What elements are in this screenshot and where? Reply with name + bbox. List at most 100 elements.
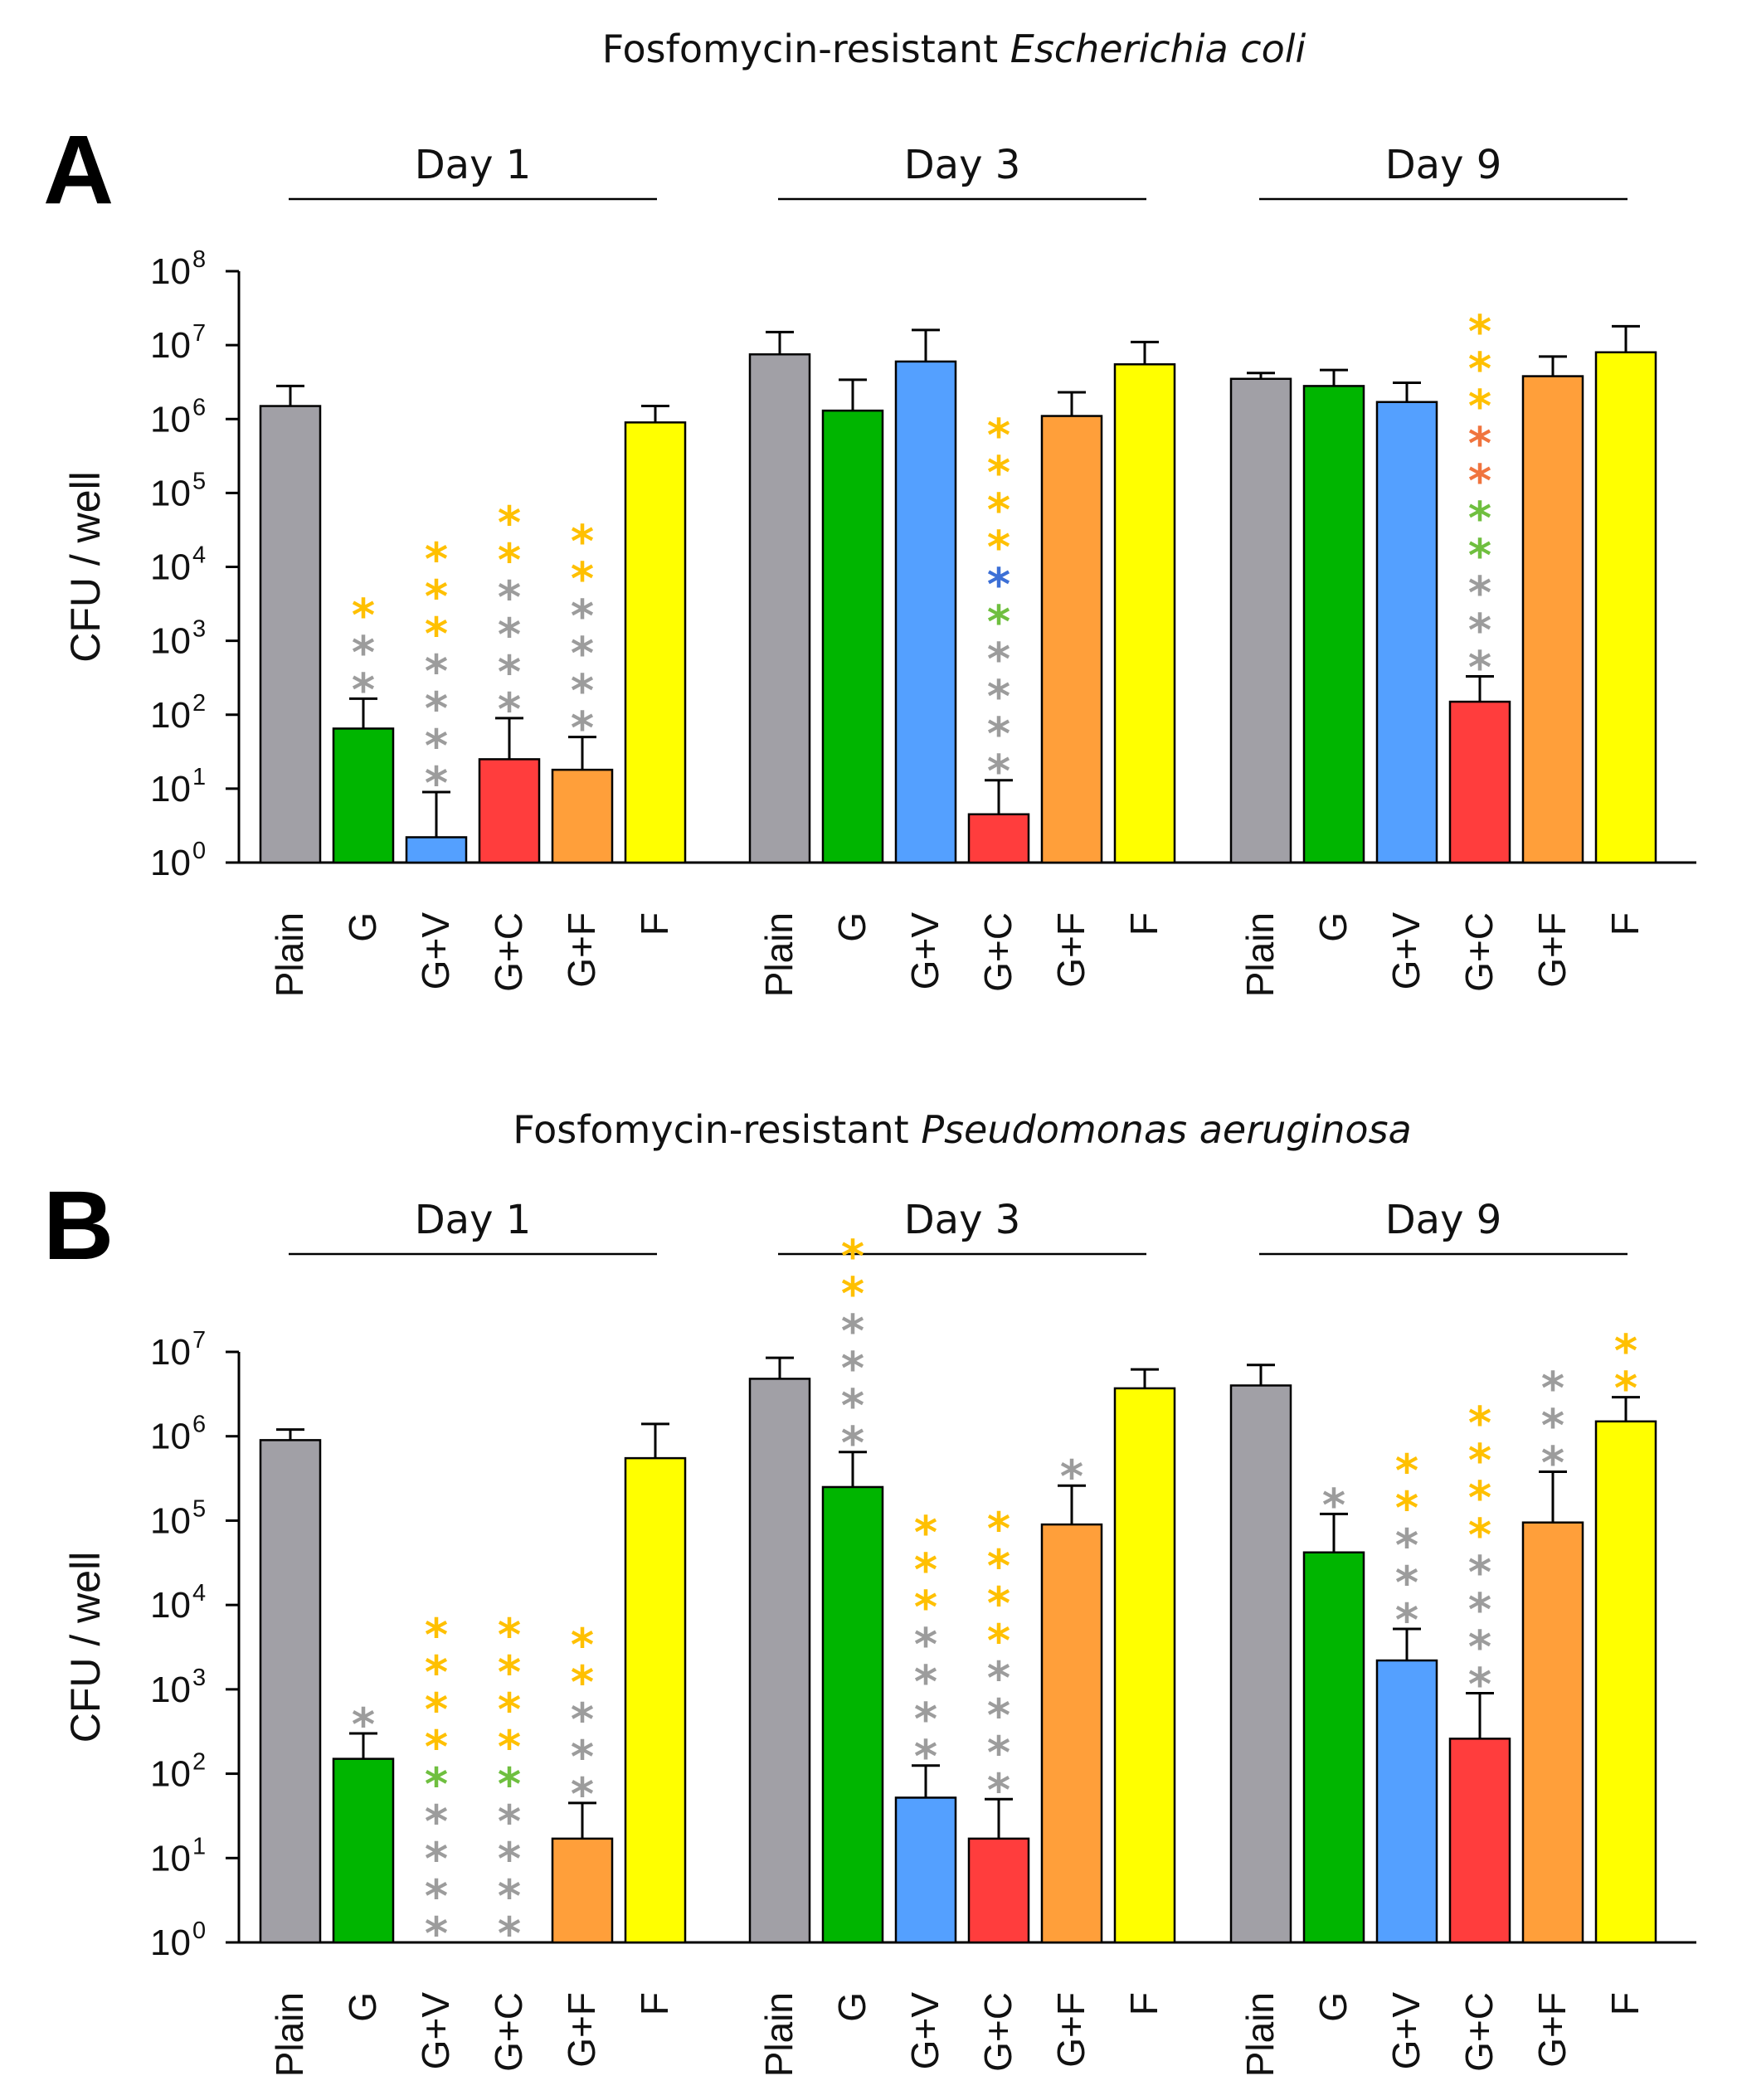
significance-star: * [1395, 1594, 1418, 1646]
panel-letter: B [43, 1171, 114, 1281]
significance-star: * [1614, 1363, 1637, 1415]
bar-g-f [1040, 415, 1103, 864]
significance-star: * [571, 1731, 594, 1783]
significance-star: * [498, 1908, 521, 1960]
category-label: Plain [757, 912, 800, 997]
bar-g [1302, 385, 1365, 864]
bar-g [1302, 1551, 1365, 1944]
panel-letter: A [43, 115, 114, 225]
bar-f [1594, 351, 1657, 864]
significance-star: * [1468, 1659, 1491, 1711]
significance-star: * [425, 1908, 448, 1960]
significance-star: * [987, 484, 1010, 537]
significance-star: * [425, 571, 448, 623]
category-label: G+V [414, 912, 457, 990]
chart-title-species: Pseudomonas aeruginosa [921, 1107, 1411, 1152]
category-label: Plain [268, 912, 311, 997]
category-label: G+F [1049, 1992, 1092, 2068]
category-label: Plain [757, 1992, 800, 2077]
significance-star: * [1322, 1479, 1345, 1531]
day-label: Day 1 [415, 142, 532, 188]
significance-star: * [425, 608, 448, 660]
category-label: G [830, 912, 873, 942]
category-label: G+V [414, 1992, 457, 2070]
significance-star: * [498, 1796, 521, 1848]
bar-g-v [894, 360, 957, 864]
bar-g-f [551, 1837, 614, 1944]
category-label: F [1603, 1992, 1647, 2015]
significance-star: * [914, 1507, 937, 1559]
bar-g-c [478, 758, 541, 864]
y-tick-exponent: 6 [192, 1412, 206, 1438]
category-label: G+V [1384, 1992, 1428, 2070]
bar-g-v [1375, 1659, 1438, 1944]
y-tick-label: 10 [150, 1838, 191, 1879]
y-tick-exponent: 1 [192, 764, 206, 790]
y-tick-label: 10 [150, 1417, 191, 1457]
significance-star: * [571, 1768, 594, 1820]
chart-title: Fosfomycin-resistant Pseudomonas aerugin… [513, 1107, 1411, 1152]
y-tick-label: 10 [150, 695, 191, 736]
significance-star: * [498, 1833, 521, 1885]
significance-star: * [1468, 493, 1491, 545]
significance-star: * [1395, 1482, 1418, 1534]
significance-star: * [1468, 530, 1491, 582]
y-tick-exponent: 8 [192, 246, 206, 273]
significance-star: * [1468, 306, 1491, 358]
group-day-1: Day 1Plain*G*********G+V*********G+C****… [259, 1197, 687, 2077]
y-tick-exponent: 2 [192, 1749, 206, 1776]
y-tick-exponent: 0 [192, 1918, 206, 1944]
bar-g-v [405, 836, 468, 864]
y-axis-label: CFU / well [62, 471, 109, 663]
y-tick-label: 10 [150, 1754, 191, 1795]
bar-g-f [551, 768, 614, 864]
bar-f [1113, 363, 1176, 864]
bar-plain [259, 1439, 322, 1944]
significance-star: * [425, 1796, 448, 1848]
category-label: F [1122, 1992, 1165, 2015]
category-label: F [633, 1992, 676, 2015]
bar-plain [748, 1378, 811, 1944]
chart-title-species: Escherichia coli [1010, 27, 1306, 71]
significance-star: * [498, 646, 521, 698]
significance-star: * [1060, 1451, 1083, 1503]
bar-g-v [1375, 401, 1438, 864]
bar-g-f [1521, 375, 1584, 864]
bar-f [1113, 1387, 1176, 1944]
significance-star: * [987, 559, 1010, 611]
y-tick-exponent: 3 [192, 616, 206, 643]
y-tick-label: 10 [150, 1332, 191, 1373]
significance-star: * [1541, 1399, 1564, 1451]
significance-star: * [571, 591, 594, 643]
significance-star: * [571, 702, 594, 755]
significance-star: * [1468, 1398, 1491, 1450]
significance-star: * [1468, 642, 1491, 694]
day-label: Day 3 [904, 1197, 1021, 1243]
significance-star: * [987, 447, 1010, 499]
significance-star: * [1614, 1325, 1637, 1378]
significance-star: * [571, 553, 594, 605]
y-tick-exponent: 0 [192, 838, 206, 864]
y-axis-label: CFU / well [62, 1552, 109, 1743]
category-label: F [1603, 912, 1647, 936]
significance-star: * [987, 1727, 1010, 1779]
significance-star: * [425, 1833, 448, 1885]
significance-star: * [1468, 1509, 1491, 1562]
bar-plain [748, 353, 811, 864]
significance-star: * [498, 1721, 521, 1773]
bar-g [821, 1485, 884, 1944]
significance-star: * [425, 1721, 448, 1773]
y-tick-label: 10 [150, 1923, 191, 1963]
significance-star: * [1541, 1362, 1564, 1414]
significance-star: * [498, 1609, 521, 1661]
significance-star: * [1395, 1445, 1418, 1497]
significance-star: * [987, 746, 1010, 798]
significance-star: * [571, 628, 594, 680]
y-tick-label: 10 [150, 547, 191, 588]
y-tick-exponent: 3 [192, 1665, 206, 1691]
chart-title-prefix: Fosfomycin-resistant [513, 1107, 921, 1152]
category-label: Plain [268, 1992, 311, 2077]
day-label: Day 9 [1385, 1197, 1502, 1243]
category-label: G+F [560, 912, 603, 988]
y-tick-label: 10 [150, 399, 191, 440]
